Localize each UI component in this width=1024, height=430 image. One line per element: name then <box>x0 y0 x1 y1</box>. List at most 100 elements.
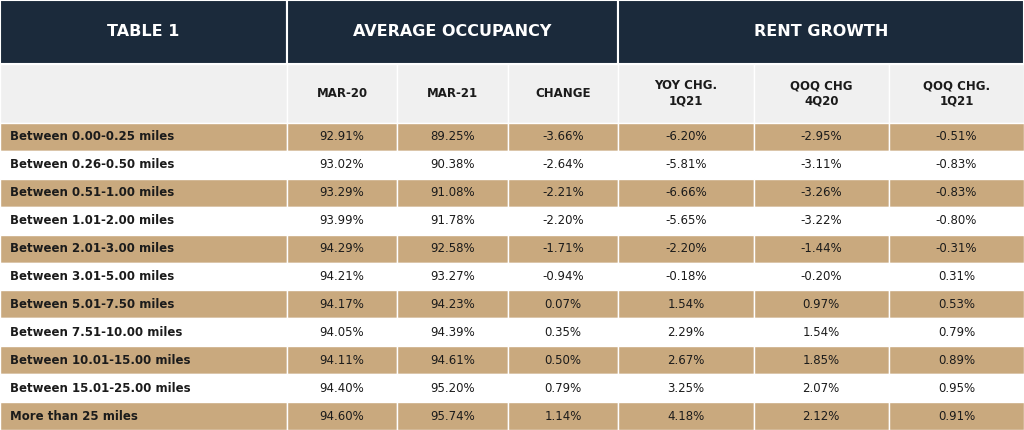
Text: -0.18%: -0.18% <box>666 270 707 283</box>
Bar <box>889 402 1024 430</box>
Bar <box>287 179 397 207</box>
Bar <box>0 318 287 346</box>
Bar <box>0 263 287 290</box>
Text: -1.44%: -1.44% <box>801 242 842 255</box>
Text: Between 5.01-7.50 miles: Between 5.01-7.50 miles <box>10 298 175 311</box>
Text: Between 0.26-0.50 miles: Between 0.26-0.50 miles <box>10 158 175 171</box>
Bar <box>508 402 618 430</box>
Bar <box>754 207 889 235</box>
Bar <box>618 64 754 123</box>
Text: 94.29%: 94.29% <box>319 242 365 255</box>
Text: QOQ CHG
4Q20: QOQ CHG 4Q20 <box>790 79 853 108</box>
Text: 0.89%: 0.89% <box>938 354 975 367</box>
Bar <box>508 318 618 346</box>
Text: Between 1.01-2.00 miles: Between 1.01-2.00 miles <box>10 214 174 227</box>
Text: 94.39%: 94.39% <box>430 326 475 339</box>
Text: CHANGE: CHANGE <box>536 87 591 100</box>
Text: RENT GROWTH: RENT GROWTH <box>754 25 889 39</box>
Text: 89.25%: 89.25% <box>430 130 475 144</box>
Bar <box>397 235 508 263</box>
Bar <box>508 263 618 290</box>
Bar <box>287 290 397 318</box>
Bar <box>618 179 754 207</box>
Bar <box>0 402 287 430</box>
Bar <box>754 123 889 151</box>
Bar <box>287 64 397 123</box>
Bar <box>508 290 618 318</box>
Text: 0.07%: 0.07% <box>545 298 582 311</box>
Text: 1.85%: 1.85% <box>803 354 840 367</box>
Text: AVERAGE OCCUPANCY: AVERAGE OCCUPANCY <box>353 25 552 39</box>
Bar <box>287 0 618 64</box>
Text: 0.31%: 0.31% <box>938 270 975 283</box>
Bar <box>618 374 754 402</box>
Text: Between 10.01-15.00 miles: Between 10.01-15.00 miles <box>10 354 190 367</box>
Bar <box>618 318 754 346</box>
Bar <box>0 179 287 207</box>
Text: 1.54%: 1.54% <box>803 326 840 339</box>
Bar <box>754 64 889 123</box>
Text: -1.71%: -1.71% <box>543 242 584 255</box>
Text: -0.80%: -0.80% <box>936 214 977 227</box>
Text: -2.21%: -2.21% <box>543 186 584 199</box>
Bar <box>889 318 1024 346</box>
Bar <box>754 151 889 179</box>
Text: -5.65%: -5.65% <box>666 214 707 227</box>
Text: Between 3.01-5.00 miles: Between 3.01-5.00 miles <box>10 270 174 283</box>
Text: 94.60%: 94.60% <box>319 409 365 423</box>
Text: 1.14%: 1.14% <box>545 409 582 423</box>
Text: 94.61%: 94.61% <box>430 354 475 367</box>
Bar <box>508 179 618 207</box>
Text: 3.25%: 3.25% <box>668 382 705 395</box>
Bar <box>889 151 1024 179</box>
Text: 0.91%: 0.91% <box>938 409 975 423</box>
Bar <box>0 0 287 64</box>
Bar <box>754 374 889 402</box>
Text: Between 0.51-1.00 miles: Between 0.51-1.00 miles <box>10 186 174 199</box>
Text: 0.95%: 0.95% <box>938 382 975 395</box>
Text: -5.81%: -5.81% <box>666 158 707 171</box>
Bar <box>397 179 508 207</box>
Bar <box>397 123 508 151</box>
Bar <box>508 123 618 151</box>
Text: 94.11%: 94.11% <box>319 354 365 367</box>
Text: 93.27%: 93.27% <box>430 270 475 283</box>
Text: QOQ CHG.
1Q21: QOQ CHG. 1Q21 <box>923 79 990 108</box>
Bar <box>754 290 889 318</box>
Bar <box>754 263 889 290</box>
Bar <box>397 290 508 318</box>
Text: 92.91%: 92.91% <box>319 130 365 144</box>
Text: -0.51%: -0.51% <box>936 130 977 144</box>
Bar <box>508 207 618 235</box>
Bar <box>889 64 1024 123</box>
Bar <box>618 151 754 179</box>
Text: 2.67%: 2.67% <box>668 354 705 367</box>
Bar <box>287 318 397 346</box>
Bar <box>287 263 397 290</box>
Text: -3.26%: -3.26% <box>801 186 842 199</box>
Text: Between 7.51-10.00 miles: Between 7.51-10.00 miles <box>10 326 182 339</box>
Bar <box>0 235 287 263</box>
Text: MAR-20: MAR-20 <box>316 87 368 100</box>
Bar <box>0 207 287 235</box>
Bar <box>0 123 287 151</box>
Bar <box>508 374 618 402</box>
Text: 2.12%: 2.12% <box>803 409 840 423</box>
Bar <box>287 235 397 263</box>
Text: More than 25 miles: More than 25 miles <box>10 409 138 423</box>
Bar <box>397 64 508 123</box>
Text: -0.31%: -0.31% <box>936 242 977 255</box>
Bar <box>287 402 397 430</box>
Text: 2.07%: 2.07% <box>803 382 840 395</box>
Bar <box>754 402 889 430</box>
Bar <box>889 290 1024 318</box>
Text: 93.29%: 93.29% <box>319 186 365 199</box>
Bar <box>508 235 618 263</box>
Bar <box>508 151 618 179</box>
Bar <box>508 346 618 374</box>
Bar <box>889 235 1024 263</box>
Bar <box>0 151 287 179</box>
Text: 91.78%: 91.78% <box>430 214 475 227</box>
Text: 91.08%: 91.08% <box>430 186 475 199</box>
Bar <box>0 64 287 123</box>
